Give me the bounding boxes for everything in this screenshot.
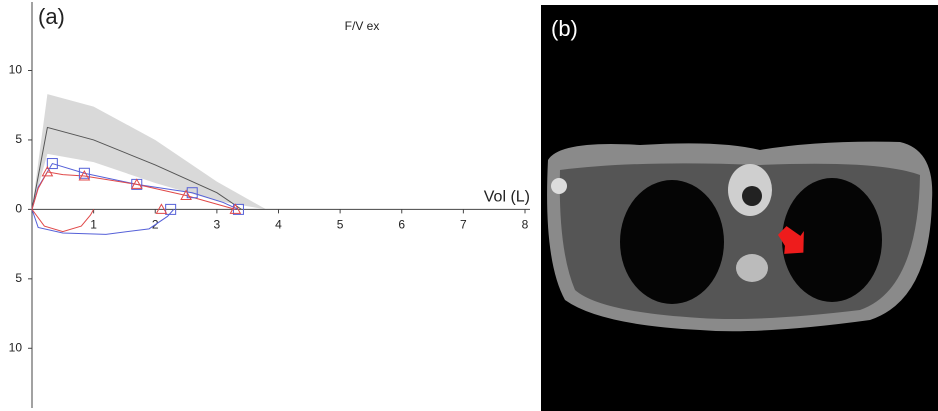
y-tick-label: 0 [15,202,22,216]
left-lung [782,178,882,302]
x-tick-label: 4 [275,218,282,232]
right-lung [620,180,724,304]
square-marker [78,167,90,179]
triangle-marker [229,203,242,214]
triangle-marker [180,189,192,200]
y-tick-label: 5 [15,271,22,285]
y-tick-label: 10 [9,63,23,77]
square-marker [232,203,244,215]
triangle-marker [78,170,91,181]
triangle-marker [130,178,143,189]
x-tick-label: 7 [460,218,467,232]
square-marker [165,203,177,215]
triangle-marker [41,165,54,177]
trachea [742,186,762,206]
humerus [551,178,567,194]
panel-label: (a) [38,4,65,29]
x-tick-label: 8 [522,218,529,232]
panel-b: (b) [541,5,938,411]
x-tick-label: 5 [337,218,344,232]
triangle-marker [155,203,168,214]
y-tick-label: 5 [15,132,22,146]
confidence-band [32,94,267,210]
square-marker [46,158,58,170]
x-tick-label: 6 [398,218,405,232]
chart-title: F/V ex [345,19,380,33]
arrow [777,226,804,254]
flow-line [31,162,239,210]
panel-label: (b) [551,16,578,41]
flow-line [31,126,242,210]
y-tick-label: 10 [9,340,23,354]
x-tick-label: 3 [214,218,221,232]
vertebra [736,254,768,282]
flow-line [31,209,175,235]
flow-line [31,171,236,210]
x-axis-label: Vol (L) [484,189,530,206]
flow-line [31,209,95,233]
x-tick-label: 1 [90,218,97,232]
